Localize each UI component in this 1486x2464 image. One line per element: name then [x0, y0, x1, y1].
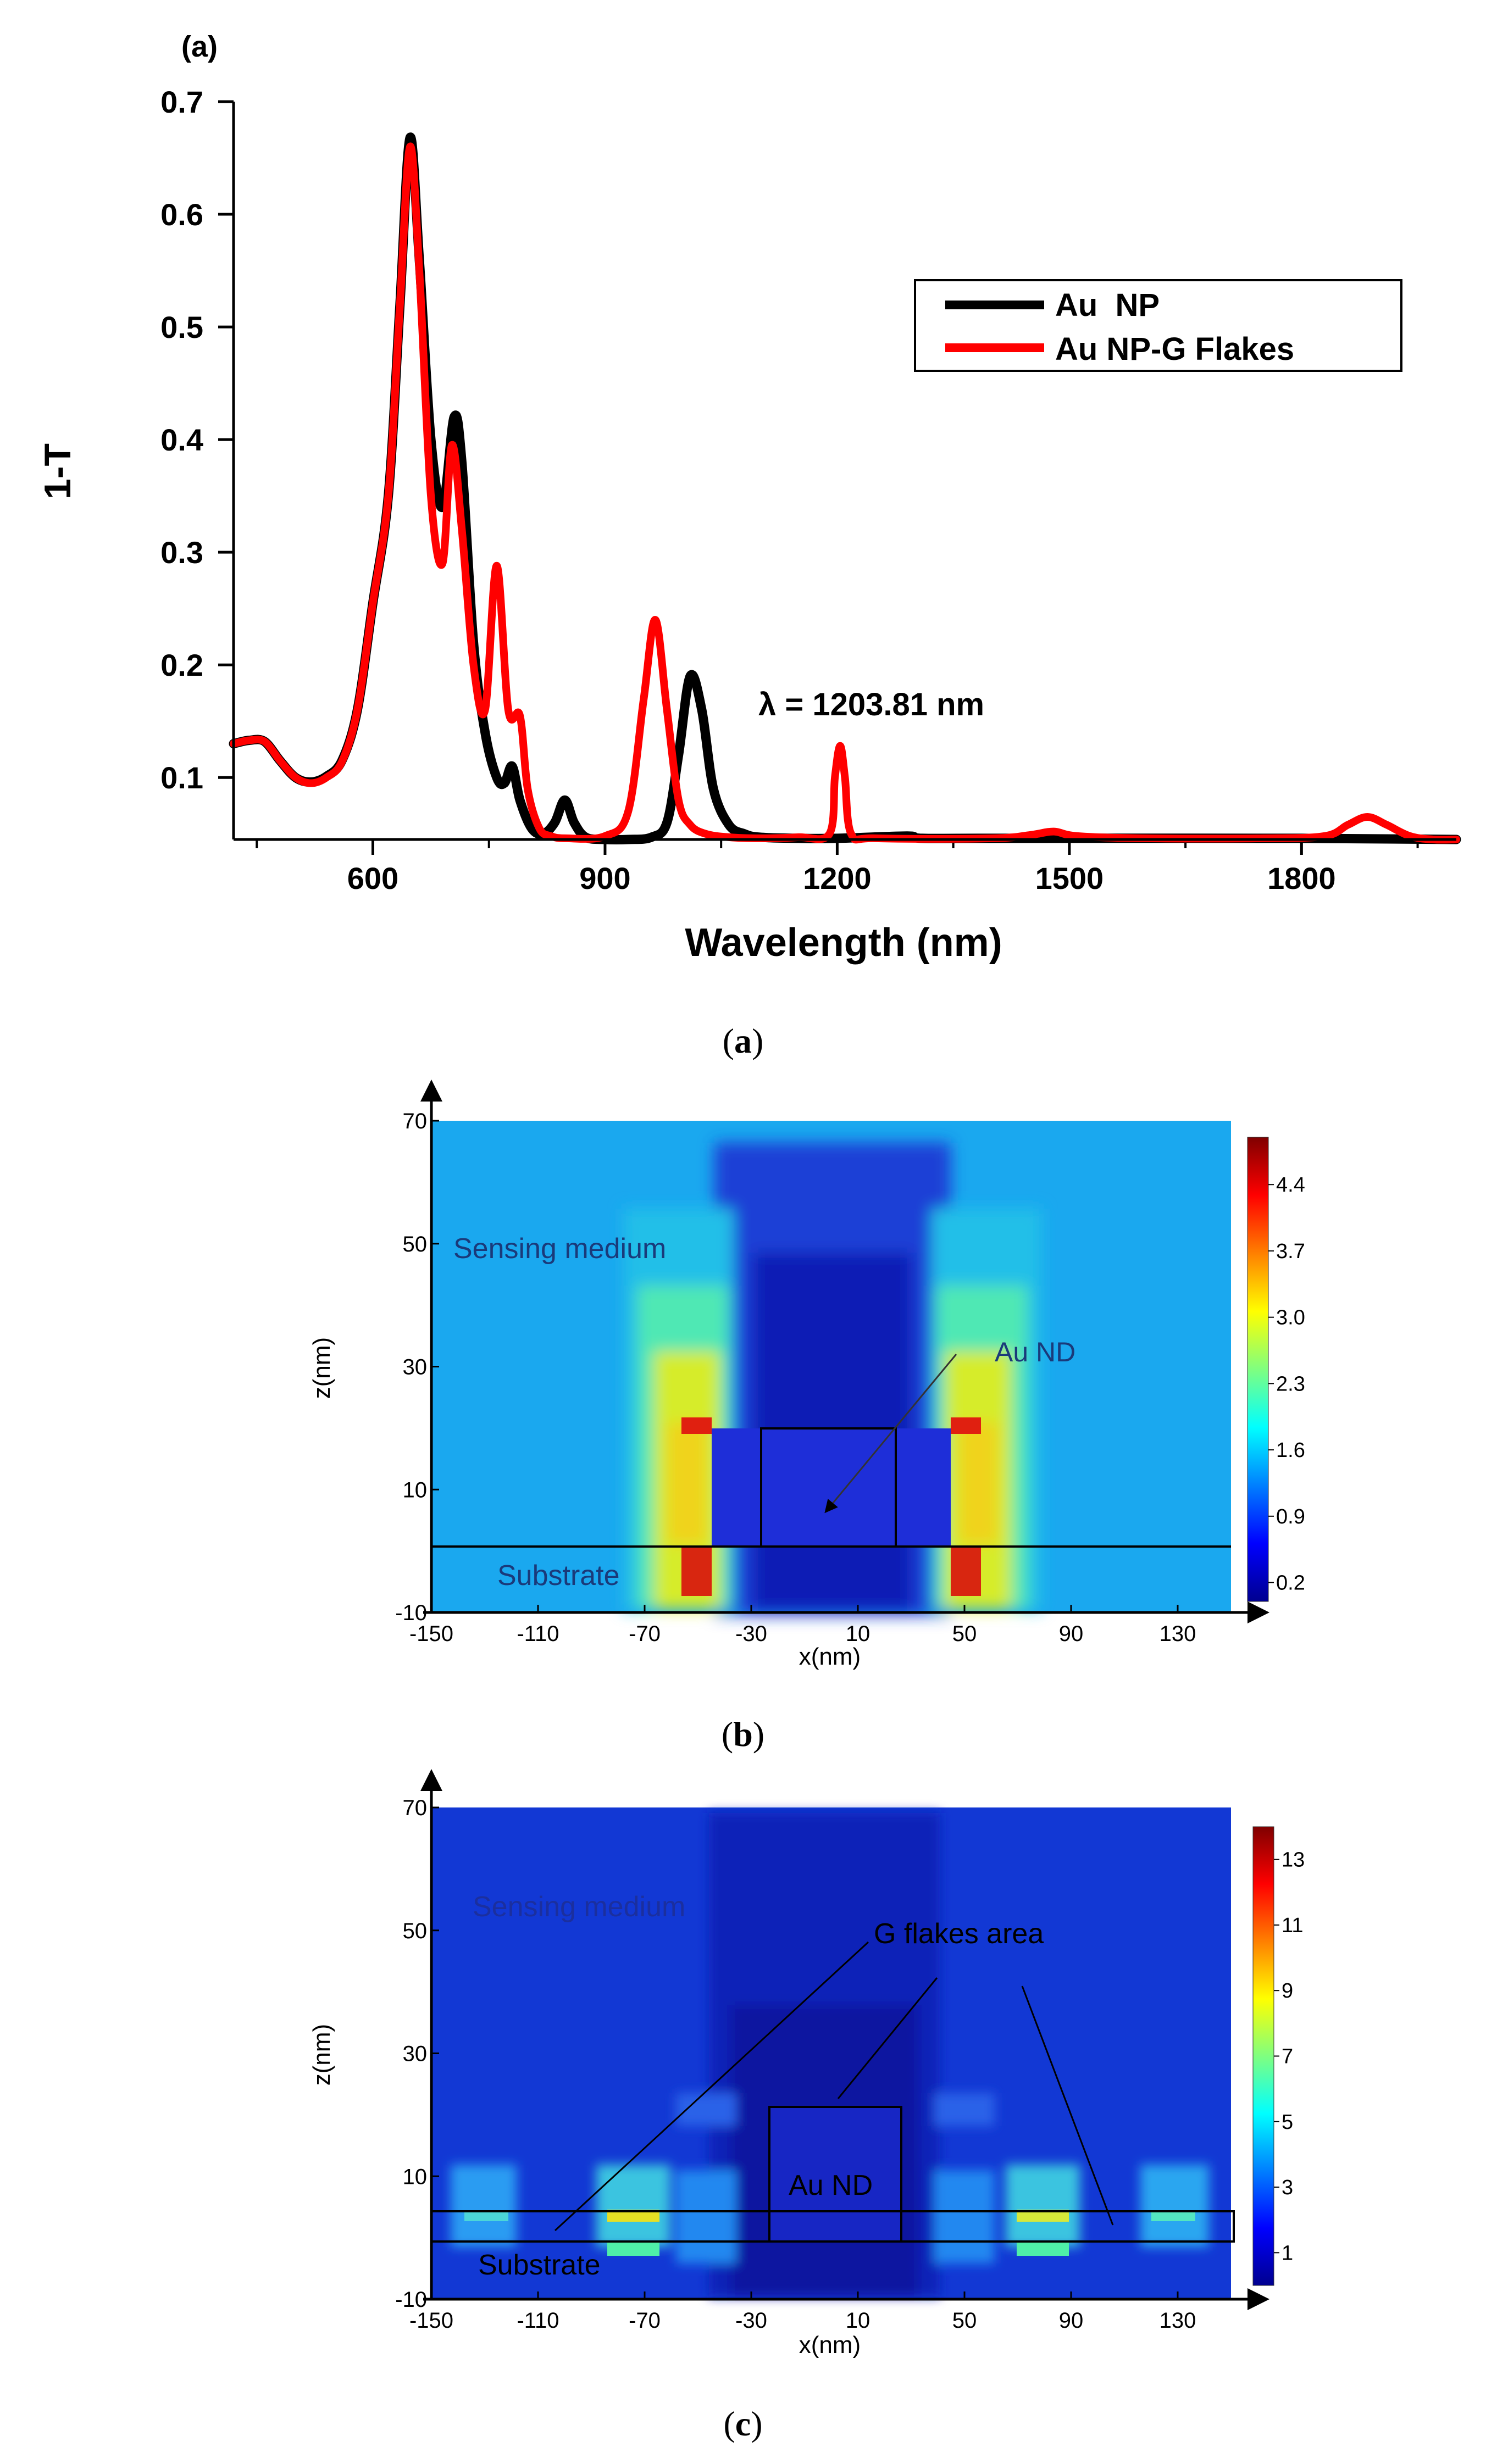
panel-b-xlabel: x(nm)	[799, 1643, 861, 1670]
panel-a-ytick-label: 0.4	[160, 422, 203, 457]
panel-c-axes: -150 -110 -70 -30 10 50 90 130 -10 10 30 50 70	[395, 1796, 1196, 2333]
caption-b: (b)	[721, 1715, 765, 1754]
panel-a-ytick-label: 0.1	[160, 760, 203, 795]
panel-c-colorbar-tick-label: 9	[1282, 1979, 1293, 2003]
panel-c-label-sensing-medium: Sensing medium	[473, 1891, 685, 1923]
panel-c-label-au-nd: Au ND	[789, 2170, 873, 2201]
panel-a-xtick-label: 600	[347, 861, 398, 896]
panel-a-xtick-label: 1800	[1267, 861, 1336, 896]
panel-b-colorbar-tick-label: 4.4	[1276, 1173, 1305, 1197]
panel-b-ytick-label: 50	[403, 1232, 428, 1256]
panel-b-colorbar-tick-label: 3.0	[1276, 1306, 1305, 1330]
panel-a-label: (a)	[181, 30, 218, 63]
panel-c-colorbar-tick-label: 1	[1282, 2241, 1293, 2265]
panel-c-colorbar	[1252, 1826, 1274, 2286]
panel-a-legend-box	[914, 279, 1402, 372]
panel-c-colorbar-tick-label: 11	[1282, 1914, 1303, 1937]
legend-label-au-np-g-flakes: Au NP-G Flakes	[1055, 331, 1294, 367]
panel-c-ylabel: z(nm)	[308, 2024, 335, 2085]
caption-a: (a)	[722, 1021, 764, 1060]
panel-a-xtick-label: 1500	[1035, 861, 1104, 896]
panel-b-xtick-label: 10	[846, 1622, 870, 1646]
panel-c-xtick-label: 50	[952, 2309, 977, 2333]
panel-c-xtick-label: -70	[629, 2309, 661, 2333]
panel-c-ytick-label: 70	[403, 1796, 428, 1820]
panel-b-label-sensing-medium: Sensing medium	[453, 1233, 666, 1265]
panel-b-xtick-label: -150	[409, 1622, 453, 1646]
panel-b-colorbar-tick-label: 0.2	[1276, 1572, 1305, 1595]
panel-a-xtick-label: 1200	[803, 861, 872, 896]
panel-b-axes: -150 -110 -70 -30 10 50 90 130 -10 10 30 50 70	[395, 1109, 1196, 1646]
panel-c-xtick-label: 130	[1160, 2309, 1196, 2333]
panel-b-heatmap	[431, 1121, 1231, 1615]
panel-b-colorbar-tick-label: 2.3	[1276, 1372, 1305, 1395]
panel-a-ytick-label: 0.2	[160, 648, 203, 682]
panel-a-axes: 0.1 0.2 0.3 0.4 0.5 0.6 0.7 600 900 1200 1500 1800	[160, 85, 1419, 896]
panel-c-pointer-right	[1021, 1985, 1114, 2226]
panel-c-xtick-label: -150	[409, 2309, 453, 2333]
panel-c-ytick-label: 30	[403, 2042, 428, 2066]
panel-c-xtick-label: 10	[846, 2309, 870, 2333]
panel-c-xtick-label: 90	[1059, 2309, 1084, 2333]
panel-c-ytick-label: -10	[395, 2288, 427, 2312]
panel-c-field-map: -150 -110 -70 -30 10 50 90 130 -10 10 30 50 70 Sensi…	[308, 1769, 1305, 2359]
panel-b-xtick-label: 130	[1160, 1622, 1196, 1646]
panel-c-colorbar-tick-label: 7	[1282, 2045, 1293, 2068]
panel-b-xtick-label: -110	[517, 1622, 559, 1646]
panel-c-xtick-label: -110	[517, 2309, 559, 2333]
legend-label-au-np: Au NP	[1055, 287, 1160, 323]
panel-a-ytick-label: 0.3	[160, 535, 203, 570]
panel-c-pointer-left	[554, 1941, 869, 2232]
panel-c-ytick-label: 50	[403, 1919, 428, 1943]
panel-c-ytick-label: 10	[403, 2165, 428, 2189]
series-line-au-np-g-flakes	[230, 142, 1460, 844]
panel-b-colorbar	[1247, 1137, 1269, 1602]
panel-c-colorbar-tick-label: 3	[1282, 2176, 1293, 2199]
panel-b-colorbar-tick-label: 1.6	[1276, 1439, 1305, 1462]
panel-a-lambda-annotation: λ = 1203.81 nm	[758, 687, 984, 722]
panel-b-label-substrate: Substrate	[497, 1560, 620, 1592]
panel-a-legend: Au NP Au NP-G Flakes	[914, 279, 1402, 372]
panel-b-ytick-label: -10	[395, 1601, 427, 1625]
caption-c: (c)	[723, 2404, 763, 2443]
panel-c-label-g-flakes-area: G flakes area	[874, 1918, 1044, 1950]
panel-c-colorbar-tick-label: 13	[1282, 1849, 1305, 1872]
panel-b-xtick-label: 90	[1059, 1622, 1084, 1646]
panel-a-line-chart: (a) 0.1 0.2 0.3 0.4 0.5 0.6 0.7 600 900 1200 1500 1…	[37, 30, 1461, 965]
panel-b-ylabel: z(nm)	[308, 1337, 335, 1399]
panel-c-xlabel: x(nm)	[799, 2332, 861, 2359]
panel-b-field-map: -150 -110 -70 -30 10 50 90 130 -10 10 30 50 70 Sensi…	[308, 1080, 1305, 1670]
panel-a-xtick-label: 900	[579, 861, 630, 896]
panel-b-colorbar-tick-label: 3.7	[1276, 1240, 1305, 1263]
panel-b-colorbar-tick-label: 0.9	[1276, 1505, 1305, 1528]
panel-c-heatmap	[431, 1807, 1231, 2299]
panel-c-label-substrate: Substrate	[478, 2249, 601, 2281]
panel-c-colorbar-tick-label: 5	[1282, 2111, 1293, 2134]
panel-a-series	[229, 132, 1461, 845]
panel-a-ylabel: 1-T	[37, 443, 79, 499]
panel-a-ytick-label: 0.5	[160, 310, 203, 344]
panel-b-xtick-label: -70	[629, 1622, 661, 1646]
panel-b-au-nd-pointer	[824, 1354, 957, 1514]
panel-a-ytick-label: 0.6	[160, 197, 203, 232]
panel-c-xtick-label: -30	[735, 2309, 767, 2333]
panel-b-ytick-label: 70	[403, 1109, 428, 1133]
panel-b-xtick-label: -30	[735, 1622, 767, 1646]
panel-b-ytick-label: 30	[403, 1355, 428, 1380]
panel-c-pointer-middle	[837, 1977, 938, 2099]
panel-a-ytick-label: 0.7	[160, 85, 203, 119]
panel-b-xtick-label: 50	[952, 1622, 977, 1646]
panel-a-xlabel: Wavelength (nm)	[685, 921, 1002, 965]
panel-c-au-nd-outline	[768, 2106, 902, 2243]
panel-b-label-au-nd: Au ND	[995, 1337, 1075, 1367]
panel-b-colorbar-ticks: 0.2 0.9 1.6 2.3 3.0 3.7 4.4	[1268, 1173, 1305, 1595]
panel-b-ytick-label: 10	[403, 1478, 428, 1502]
